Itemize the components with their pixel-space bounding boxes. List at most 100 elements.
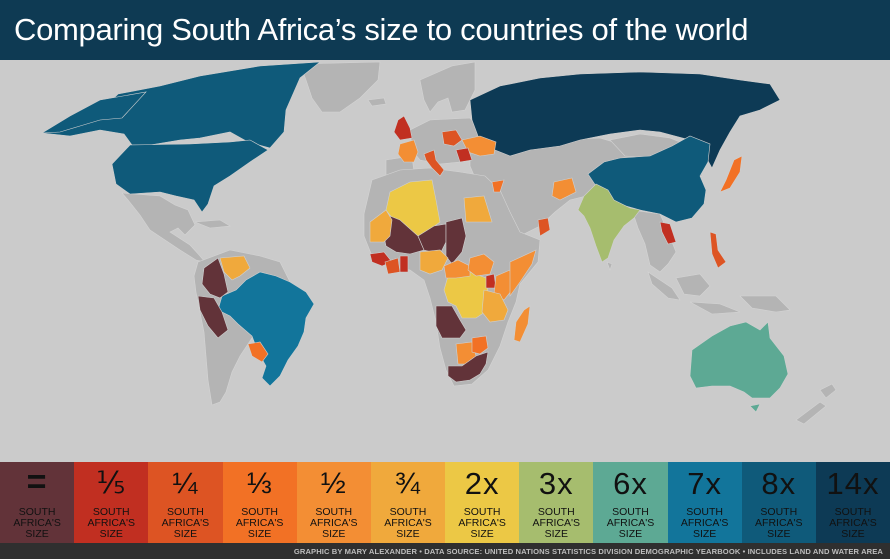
legend-label-line2: AFRICA'S — [755, 517, 803, 529]
legend-symbol: ¾ — [394, 467, 421, 500]
country-canada — [41, 61, 321, 149]
legend-item-three-x: 3x SOUTH AFRICA'S SIZE — [519, 462, 594, 543]
legend-label-line2: AFRICA'S — [680, 517, 729, 529]
source-credit: GRAPHIC BY MARY ALEXANDER • DATA SOURCE:… — [0, 543, 890, 559]
legend-symbol: ⅕ — [96, 467, 127, 500]
legend-label-line2: AFRICA'S — [161, 517, 210, 529]
legend-label-line2: AFRICA'S — [458, 517, 506, 529]
country-united-kingdom — [393, 115, 413, 141]
page-title: Comparing South Africa’s size to countri… — [0, 0, 890, 60]
legend-label-line2: AFRICA'S — [13, 517, 61, 529]
country-paraguay — [247, 341, 269, 363]
country-india — [577, 183, 641, 263]
country-egypt — [463, 195, 493, 223]
legend-item-one-third: ⅓ SOUTH AFRICA'S SIZE — [222, 462, 297, 543]
country-syria — [491, 179, 505, 193]
country-venezuela — [219, 255, 251, 281]
country-afghanistan — [551, 177, 577, 201]
country-nigeria — [419, 249, 449, 275]
legend-label-line1: SOUTH — [834, 506, 872, 518]
legend-symbol: ⅓ — [246, 467, 273, 500]
legend-label-line3: SIZE — [396, 528, 420, 540]
world-map — [0, 60, 890, 462]
country-philippines — [709, 231, 727, 269]
country-ghana — [399, 255, 409, 273]
country-south-africa — [447, 351, 489, 383]
country-kenya — [493, 269, 513, 301]
legend-label-line3: SIZE — [247, 528, 272, 540]
legend-label-line1: SOUTH — [760, 506, 798, 518]
legend-symbol: 7x — [687, 466, 722, 501]
legend-label-line2: AFRICA'S — [384, 517, 432, 529]
country-tanzania — [481, 289, 509, 323]
country-central-african-republic — [443, 259, 471, 279]
country-colombia — [201, 257, 229, 299]
country-united-states-alaska — [41, 91, 147, 134]
legend-symbol: 3x — [538, 466, 574, 501]
legend-label-line2: AFRICA'S — [532, 517, 581, 529]
legend-label-line1: SOUTH — [315, 506, 353, 518]
country-italy — [423, 149, 445, 177]
country-romania — [455, 147, 473, 163]
legend-label-line1: SOUTH — [241, 506, 278, 518]
legend-label-line1: SOUTH — [463, 506, 501, 518]
legend-symbol: = — [26, 463, 48, 501]
legend-item-eight-x: 8x SOUTH AFRICA'S SIZE — [741, 462, 816, 543]
legend-label-line2: AFRICA'S — [87, 517, 136, 529]
legend-symbol: 2x — [464, 466, 500, 501]
country-oman — [537, 217, 551, 237]
legend-item-six-x: 6x SOUTH AFRICA'S SIZE — [593, 462, 668, 543]
legend-item-equal: = SOUTH AFRICA'S SIZE — [0, 462, 75, 543]
country-uganda — [485, 273, 497, 289]
country-australia — [689, 321, 789, 399]
legend-label-line3: SIZE — [322, 528, 346, 540]
legend-label-line3: SIZE — [173, 528, 198, 540]
legend-label-line2: AFRICA'S — [235, 517, 284, 529]
legend-item-seven-x: 7x SOUTH AFRICA'S SIZE — [667, 462, 742, 543]
legend-label-line3: SIZE — [692, 528, 717, 540]
legend-label-line1: SOUTH — [92, 506, 130, 518]
country-japan — [719, 155, 743, 193]
legend-symbol: 8x — [761, 466, 797, 501]
legend-symbol: 6x — [613, 466, 648, 501]
legend-label-line3: SIZE — [99, 528, 123, 540]
size-legend: = SOUTH AFRICA'S SIZE ⅕ SOUTH AFRICA'S S… — [0, 462, 890, 543]
legend-label-line1: SOUTH — [18, 506, 56, 518]
legend-label-line1: SOUTH — [537, 506, 575, 518]
legend-item-two-x: 2x SOUTH AFRICA'S SIZE — [445, 462, 520, 543]
country-australia-tasmania — [749, 403, 761, 413]
legend-label-line2: AFRICA'S — [606, 517, 655, 529]
legend-label-line3: SIZE — [841, 528, 865, 540]
legend-label-line3: SIZE — [544, 528, 568, 540]
legend-item-fourteen-x: 14x SOUTH AFRICA'S SIZE — [815, 462, 890, 543]
country-south-sudan — [467, 253, 495, 277]
country-mauritania — [369, 209, 393, 243]
legend-label-line1: SOUTH — [686, 506, 723, 518]
legend-label-line3: SIZE — [470, 528, 494, 540]
legend-item-one-fifth: ⅕ SOUTH AFRICA'S SIZE — [74, 462, 149, 543]
legend-symbol: ¼ — [172, 467, 199, 500]
legend-label-line2: AFRICA'S — [310, 517, 358, 529]
country-chad — [445, 217, 467, 265]
country-dr-congo — [443, 271, 489, 319]
legend-label-line2: AFRICA'S — [829, 517, 877, 529]
country-france — [397, 139, 419, 163]
country-laos — [659, 221, 677, 245]
legend-symbol: ½ — [320, 467, 347, 500]
country-madagascar — [513, 305, 531, 343]
legend-symbol: 14x — [826, 466, 880, 501]
legend-item-one-quarter: ¼ SOUTH AFRICA'S SIZE — [148, 462, 223, 543]
country-angola — [435, 305, 467, 339]
country-zimbabwe — [471, 335, 489, 355]
legend-label-line1: SOUTH — [389, 506, 427, 518]
legend-label-line3: SIZE — [25, 528, 49, 540]
legend-label-line1: SOUTH — [612, 506, 649, 518]
country-poland — [441, 129, 463, 147]
legend-label-line3: SIZE — [618, 528, 643, 540]
legend-item-one-half: ½ SOUTH AFRICA'S SIZE — [296, 462, 371, 543]
country-peru — [197, 295, 229, 339]
world-map-svg — [41, 61, 837, 425]
legend-label-line3: SIZE — [767, 528, 791, 540]
legend-item-three-quarters: ¾ SOUTH AFRICA'S SIZE — [370, 462, 446, 543]
highlighted-countries — [41, 61, 789, 413]
